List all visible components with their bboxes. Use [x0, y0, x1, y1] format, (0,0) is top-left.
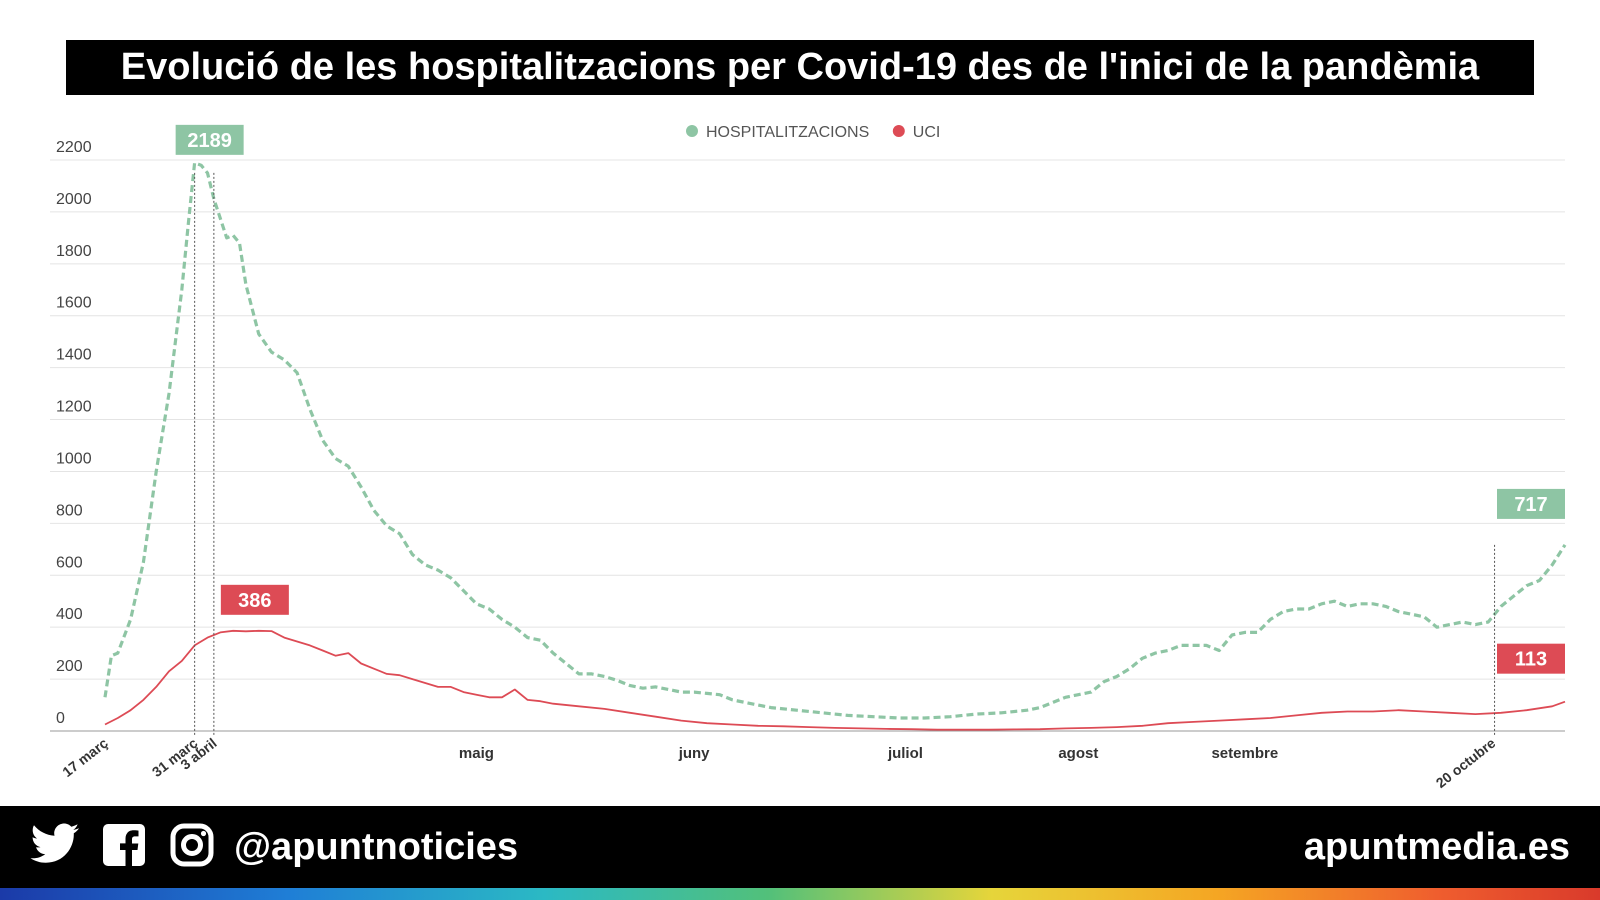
y-tick-label: 1200 — [56, 399, 92, 416]
legend-dot — [686, 125, 698, 137]
legend-label: UCI — [913, 124, 941, 141]
annotation-label: 113 — [1515, 649, 1547, 671]
y-tick-label: 1800 — [56, 243, 92, 260]
rainbow-stripe — [0, 888, 1600, 900]
annotation-label: 2189 — [187, 130, 232, 152]
annotation-box — [175, 124, 244, 155]
series-line-hospitalitzacions — [103, 161, 1567, 720]
y-tick-label: 400 — [56, 606, 83, 623]
x-tick-label: agost — [1058, 745, 1098, 762]
site-url[interactable]: apuntmedia.es — [1303, 826, 1570, 868]
x-tick-label: maig — [459, 745, 494, 762]
y-tick-label: 200 — [56, 658, 83, 675]
facebook-icon[interactable] — [102, 823, 146, 872]
x-tick-label: juny — [678, 745, 710, 762]
y-tick-label: 0 — [56, 710, 65, 727]
twitter-icon[interactable] — [30, 823, 80, 872]
series-line-uci — [104, 629, 1566, 731]
x-tick-label: juliol — [887, 745, 923, 762]
y-tick-label: 1600 — [56, 295, 92, 312]
x-tick-label: 17 març — [59, 735, 111, 780]
instagram-icon[interactable] — [170, 823, 214, 872]
chart: 0 200 400 600 800 1000 1200 1400 1600 1800 2000 220… — [50, 124, 1567, 791]
annotation-box — [1497, 643, 1565, 674]
chart-title: Evolució de les hospitalitzacions per Co… — [66, 40, 1534, 95]
annotation-label: 386 — [238, 590, 271, 612]
y-tick-label: 600 — [56, 554, 83, 571]
x-tick-label: setembre — [1211, 745, 1278, 762]
legend: HOSPITALITZACIONS UCI — [686, 124, 940, 141]
annotation-box — [220, 584, 289, 615]
legend-label: HOSPITALITZACIONS — [706, 124, 869, 141]
y-tick-label: 2200 — [56, 139, 92, 156]
annotation-label: 717 — [1514, 494, 1547, 516]
annotation-box — [1497, 488, 1565, 519]
y-tick-label: 1400 — [56, 347, 92, 364]
footer: @apuntnoticies apuntmedia.es — [0, 806, 1600, 888]
grid-layer: 0 200 400 600 800 1000 1200 1400 1600 1800 2000 220… — [50, 139, 1565, 732]
annotations-layer: 2189 386 717 113 — [175, 124, 1565, 736]
legend-dot — [892, 125, 905, 137]
social-handle[interactable]: @apuntnoticies — [234, 826, 519, 868]
y-tick-label: 1000 — [56, 450, 92, 467]
y-tick-label: 800 — [56, 502, 83, 519]
series-layer — [103, 161, 1567, 731]
x-tick-label: 20 octubre — [1433, 735, 1499, 791]
y-tick-label: 2000 — [56, 191, 92, 208]
